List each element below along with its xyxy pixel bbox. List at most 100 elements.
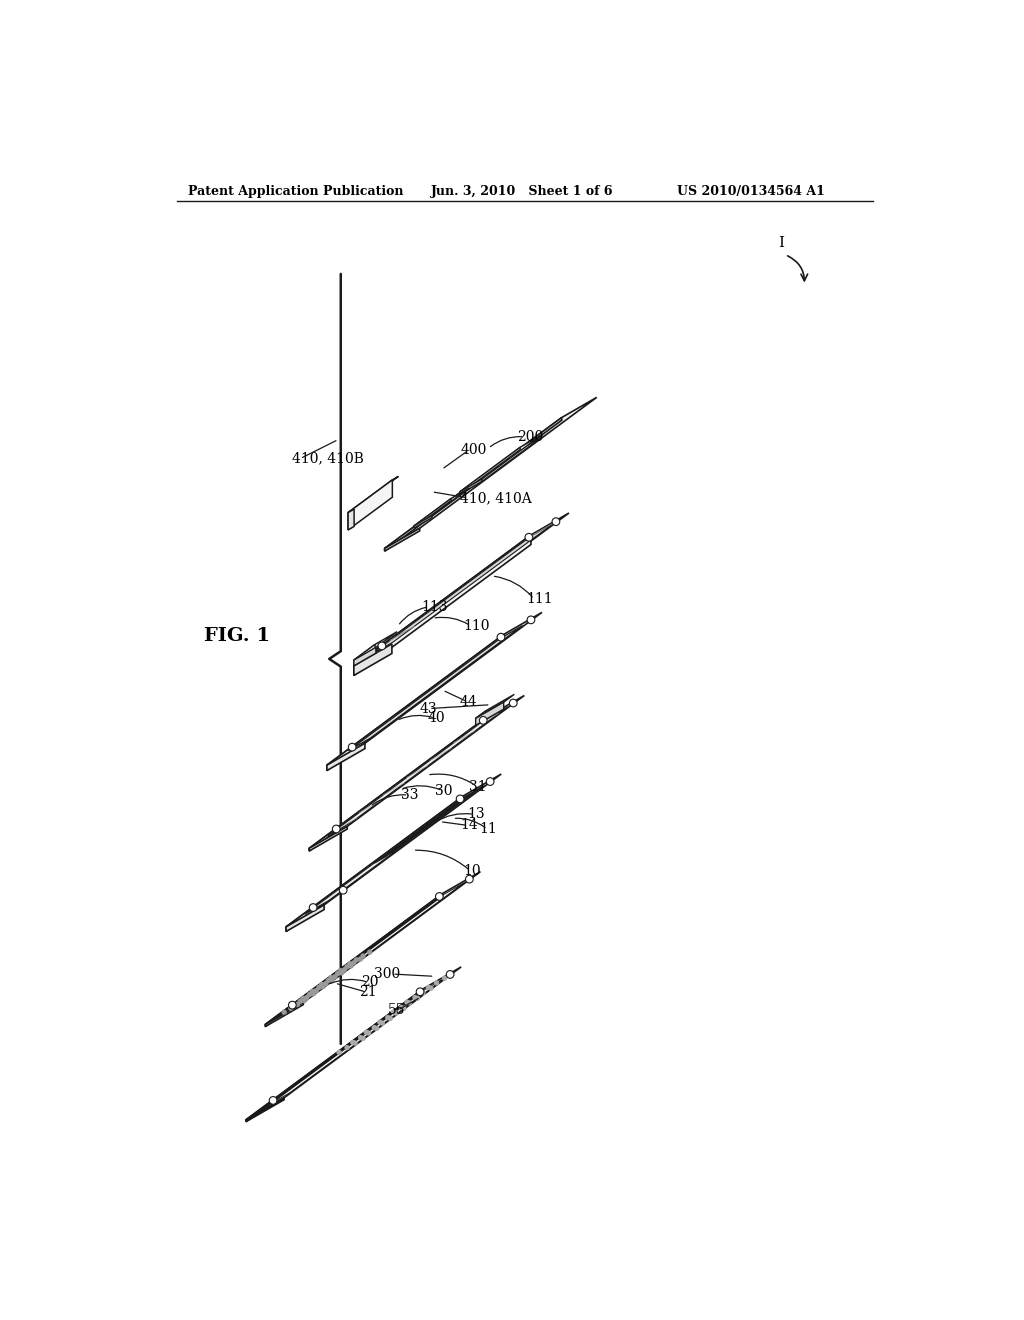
Polygon shape: [354, 513, 569, 665]
Polygon shape: [265, 1002, 303, 1027]
Circle shape: [525, 533, 532, 541]
Text: 400: 400: [461, 444, 487, 457]
Circle shape: [323, 981, 329, 986]
Polygon shape: [309, 696, 524, 849]
Text: 14: 14: [461, 818, 478, 833]
Polygon shape: [328, 706, 508, 836]
Text: 43: 43: [419, 701, 436, 715]
Polygon shape: [385, 528, 420, 552]
Polygon shape: [387, 787, 481, 855]
Polygon shape: [385, 417, 562, 552]
Circle shape: [420, 990, 426, 995]
Circle shape: [335, 972, 340, 977]
Circle shape: [374, 1026, 379, 1031]
Circle shape: [415, 995, 420, 1001]
Polygon shape: [476, 702, 504, 725]
Circle shape: [304, 995, 309, 1001]
Text: US 2010/0134564 A1: US 2010/0134564 A1: [677, 185, 825, 198]
Polygon shape: [246, 1098, 284, 1122]
Polygon shape: [476, 710, 486, 725]
Circle shape: [380, 1020, 385, 1026]
Circle shape: [527, 616, 535, 624]
Polygon shape: [265, 894, 442, 1027]
Text: 200: 200: [517, 430, 543, 444]
Text: 410, 410B: 410, 410B: [292, 451, 365, 466]
Polygon shape: [327, 635, 504, 771]
Text: 13: 13: [467, 808, 485, 821]
Circle shape: [311, 991, 316, 997]
Circle shape: [428, 986, 434, 991]
Circle shape: [457, 795, 464, 803]
Polygon shape: [354, 644, 375, 665]
Circle shape: [348, 743, 356, 751]
Text: 20: 20: [360, 975, 378, 990]
Circle shape: [366, 1031, 372, 1036]
Text: 113: 113: [421, 599, 447, 614]
Circle shape: [333, 825, 340, 833]
Circle shape: [426, 985, 431, 990]
Circle shape: [367, 949, 373, 954]
Circle shape: [486, 777, 494, 785]
Circle shape: [300, 995, 305, 1001]
Circle shape: [372, 1024, 377, 1031]
Polygon shape: [348, 477, 398, 512]
Circle shape: [509, 700, 517, 708]
Text: 33: 33: [400, 788, 419, 803]
Text: 30: 30: [435, 784, 453, 797]
Polygon shape: [414, 488, 469, 525]
Circle shape: [329, 975, 334, 981]
Polygon shape: [305, 785, 484, 915]
Polygon shape: [460, 437, 542, 494]
Polygon shape: [348, 480, 392, 529]
Text: Jun. 3, 2010   Sheet 1 of 6: Jun. 3, 2010 Sheet 1 of 6: [431, 185, 613, 198]
Circle shape: [352, 1040, 357, 1045]
Circle shape: [288, 1006, 294, 1011]
Circle shape: [398, 1005, 404, 1010]
Circle shape: [377, 1019, 383, 1024]
Polygon shape: [354, 647, 376, 665]
Circle shape: [289, 1002, 296, 1008]
Polygon shape: [327, 743, 365, 771]
Polygon shape: [246, 989, 423, 1122]
Circle shape: [401, 1006, 407, 1011]
Polygon shape: [348, 626, 522, 751]
Polygon shape: [265, 871, 480, 1024]
Circle shape: [350, 1040, 355, 1045]
Circle shape: [313, 987, 318, 993]
Polygon shape: [460, 434, 542, 492]
Text: 410, 410A: 410, 410A: [460, 491, 531, 504]
Polygon shape: [414, 499, 452, 528]
Circle shape: [295, 1002, 300, 1007]
Circle shape: [269, 1097, 276, 1105]
Text: 110: 110: [463, 619, 489, 634]
Circle shape: [353, 957, 359, 962]
Polygon shape: [348, 510, 354, 529]
Polygon shape: [354, 535, 531, 676]
Circle shape: [342, 968, 347, 973]
Circle shape: [282, 1010, 287, 1015]
Text: 40: 40: [427, 711, 445, 725]
Circle shape: [339, 970, 344, 975]
Circle shape: [339, 886, 347, 894]
Text: 11: 11: [479, 822, 498, 836]
Circle shape: [466, 875, 473, 883]
Text: 10: 10: [463, 865, 480, 878]
Circle shape: [434, 981, 439, 986]
Circle shape: [330, 977, 335, 982]
Circle shape: [393, 1010, 398, 1015]
Circle shape: [358, 1035, 364, 1040]
Polygon shape: [286, 774, 501, 927]
Circle shape: [348, 964, 353, 969]
Polygon shape: [385, 397, 597, 548]
Circle shape: [338, 968, 343, 973]
Circle shape: [351, 960, 356, 966]
Polygon shape: [369, 521, 556, 656]
Circle shape: [357, 957, 364, 962]
Circle shape: [360, 1036, 366, 1041]
Circle shape: [446, 970, 454, 978]
Text: 44: 44: [460, 694, 477, 709]
Circle shape: [332, 974, 338, 979]
Circle shape: [497, 634, 505, 642]
Circle shape: [309, 904, 317, 911]
Circle shape: [301, 998, 307, 1003]
